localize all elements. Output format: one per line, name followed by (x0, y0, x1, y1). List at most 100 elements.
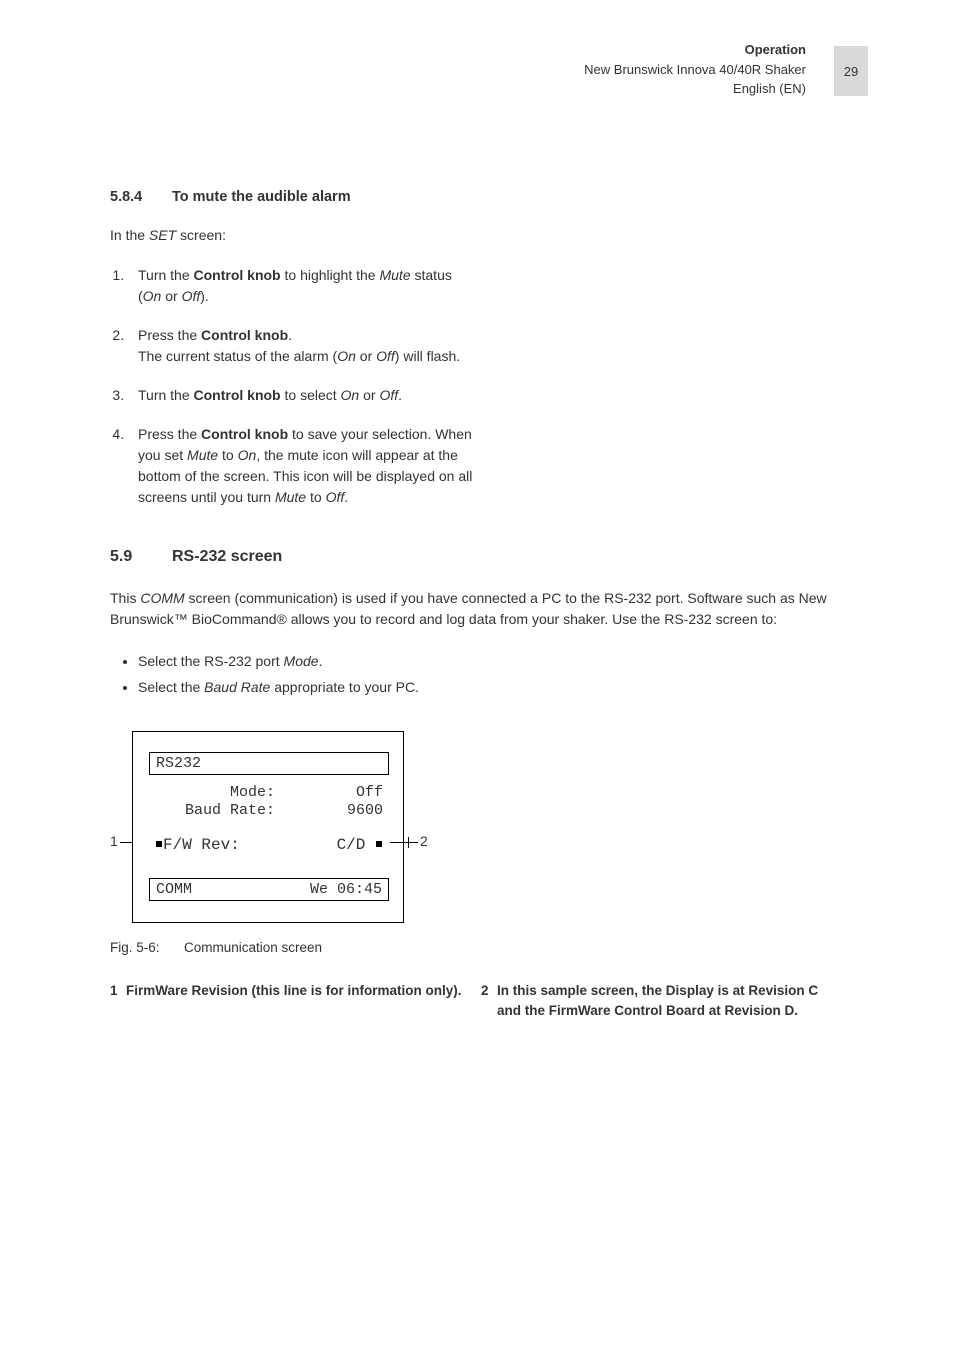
text: Select the (138, 679, 204, 695)
intro-line: In the SET screen: (110, 227, 844, 243)
text-bold: Control knob (201, 327, 288, 343)
marker-icon (376, 841, 382, 847)
lcd-baud-label: Baud Rate: (155, 802, 275, 821)
text: to (218, 447, 237, 463)
legend-text-2: In this sample screen, the Display is at… (497, 981, 844, 1022)
section-5-8-4-heading: 5.8.4To mute the audible alarm (110, 189, 844, 205)
steps-list: Turn the Control knob to highlight the M… (110, 265, 844, 508)
legend-text-1: FirmWare Revision (this line is for info… (126, 981, 473, 1022)
text: Select the RS-232 port (138, 653, 284, 669)
lcd-diagram: 1 RS232 Mode: Off Baud Rate: 9600 F/W Re… (110, 731, 440, 926)
page: Operation New Brunswick Innova 40/40R Sh… (0, 0, 954, 1081)
text-italic: On (337, 348, 356, 364)
text: The current status of the alarm ( (138, 348, 337, 364)
step-1: Turn the Control knob to highlight the M… (128, 265, 478, 307)
intro-suffix: screen: (176, 227, 226, 243)
callout-2-tick (408, 837, 409, 848)
bullet-1: Select the RS-232 port Mode. (138, 648, 844, 675)
lcd-status-bar: COMM We 06:45 (149, 878, 389, 901)
step-4: Press the Control knob to save your sele… (128, 424, 478, 508)
text: or (356, 348, 376, 364)
lcd-fw-label-wrap: F/W Rev: (155, 836, 240, 854)
header-section: Operation (745, 42, 806, 57)
legend-number-1: 1 (110, 981, 126, 1022)
lcd-fw-value: C/D (337, 836, 366, 854)
text-bold: Control knob (194, 387, 281, 403)
text: appropriate to your PC. (270, 679, 419, 695)
text-italic: Off (326, 489, 345, 505)
legend-item-1: 1 FirmWare Revision (this line is for in… (110, 981, 473, 1022)
lcd-settings: Mode: Off Baud Rate: 9600 (149, 784, 389, 822)
figure-caption-text: Communication screen (184, 940, 322, 955)
text-italic: On (143, 288, 162, 304)
lcd-baud-row: Baud Rate: 9600 (155, 802, 383, 821)
marker-icon (156, 841, 162, 847)
step-3: Turn the Control knob to select On or Of… (128, 385, 478, 406)
lcd-fw-row: F/W Rev: C/D (149, 836, 389, 854)
lcd-fw-label: F/W Rev: (163, 836, 240, 854)
step-2: Press the Control knob. The current stat… (128, 325, 478, 367)
text-italic: On (341, 387, 360, 403)
section-title: To mute the audible alarm (172, 189, 351, 205)
text-italic: COMM (140, 590, 184, 606)
figure-legend: 1 FirmWare Revision (this line is for in… (110, 981, 844, 1022)
text: to select (281, 387, 341, 403)
text-bold: Control knob (194, 267, 281, 283)
text: . (288, 327, 292, 343)
section-5-9-heading: 5.9RS-232 screen (110, 548, 844, 566)
lcd-mode-value: Off (293, 784, 383, 803)
callout-2-line (390, 842, 418, 843)
legend-number-2: 2 (481, 981, 497, 1022)
text-italic: Baud Rate (204, 679, 270, 695)
text: to (306, 489, 325, 505)
text-italic: Mute (275, 489, 306, 505)
text: . (319, 653, 323, 669)
intro-prefix: In the (110, 227, 149, 243)
text: ) will flash. (395, 348, 460, 364)
text-italic: Mute (379, 267, 410, 283)
text: or (161, 288, 181, 304)
page-header: Operation New Brunswick Innova 40/40R Sh… (110, 40, 844, 99)
bullet-2: Select the Baud Rate appropriate to your… (138, 674, 844, 701)
lcd-mode-label: Mode: (155, 784, 275, 803)
lcd-fw-value-wrap: C/D (337, 836, 383, 854)
text: Turn the (138, 267, 194, 283)
section-number: 5.9 (110, 548, 172, 566)
text-italic: Mode (284, 653, 319, 669)
text: . (344, 489, 348, 505)
text: to highlight the (281, 267, 380, 283)
text-bold: Control knob (201, 426, 288, 442)
page-number: 29 (834, 46, 868, 96)
lcd-title-box: RS232 (149, 752, 389, 775)
text: . (398, 387, 402, 403)
lcd-screen: RS232 Mode: Off Baud Rate: 9600 F/W Rev:… (132, 731, 404, 923)
callout-2-number: 2 (420, 833, 428, 849)
figure-number: Fig. 5-6: (110, 940, 184, 955)
section-5-9-para: This COMM screen (communication) is used… (110, 588, 844, 630)
text-italic: Off (182, 288, 201, 304)
section-title: RS-232 screen (172, 548, 282, 565)
section-number: 5.8.4 (110, 189, 172, 205)
text-italic: Off (379, 387, 398, 403)
text: screen (communication) is used if you ha… (110, 590, 827, 627)
text-italic: On (238, 447, 257, 463)
text: Press the (138, 426, 201, 442)
lcd-baud-value: 9600 (293, 802, 383, 821)
text-italic: Mute (187, 447, 218, 463)
lcd-mode-row: Mode: Off (155, 784, 383, 803)
legend-item-2: 2 In this sample screen, the Display is … (481, 981, 844, 1022)
callout-1-number: 1 (110, 833, 118, 849)
text-italic: Off (376, 348, 395, 364)
text: Press the (138, 327, 201, 343)
lcd-status-right: We 06:45 (310, 881, 382, 898)
bullet-list: Select the RS-232 port Mode. Select the … (120, 648, 844, 701)
header-text: Operation New Brunswick Innova 40/40R Sh… (110, 40, 844, 99)
lcd-status-left: COMM (156, 881, 192, 898)
figure-caption: Fig. 5-6:Communication screen (110, 940, 844, 955)
intro-italic: SET (149, 227, 176, 243)
text: ). (200, 288, 209, 304)
text: or (359, 387, 379, 403)
text: This (110, 590, 140, 606)
header-lang: English (EN) (733, 81, 806, 96)
header-product: New Brunswick Innova 40/40R Shaker (584, 62, 806, 77)
